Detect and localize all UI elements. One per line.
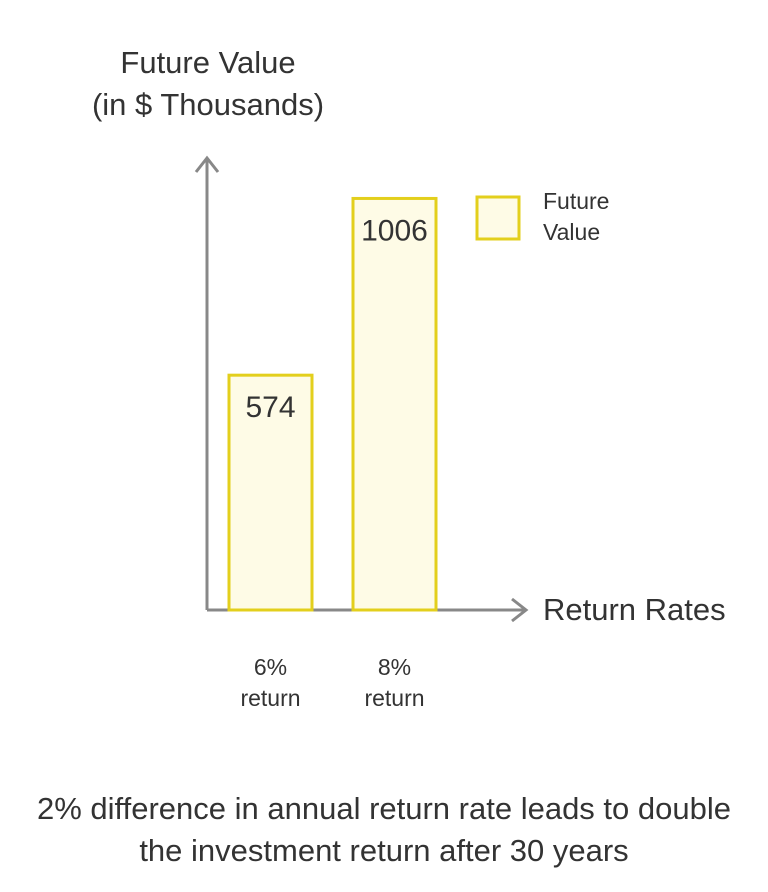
caption: 2% difference in annual return rate lead…: [37, 791, 731, 868]
x-tick-label: 6% return: [240, 654, 301, 711]
x-axis-label: Return Rates: [543, 592, 726, 627]
bar: [351, 196, 438, 612]
bar: [227, 373, 314, 612]
x-axis-arrow: [511, 597, 529, 623]
y-axis-arrow: [194, 155, 220, 173]
y-axis-label-line: Future Value: [120, 45, 296, 80]
x-tick-label: 8% return: [364, 654, 425, 711]
legend-label: Future Value: [543, 188, 610, 245]
value-label: 574: [245, 391, 295, 424]
y-axis-label-line: (in $ Thousands): [91, 87, 325, 122]
y-axis-label: Future Value (in $ Thousands): [58, 42, 358, 126]
legend-swatch: [475, 195, 521, 241]
value-label: 1006: [361, 214, 428, 247]
